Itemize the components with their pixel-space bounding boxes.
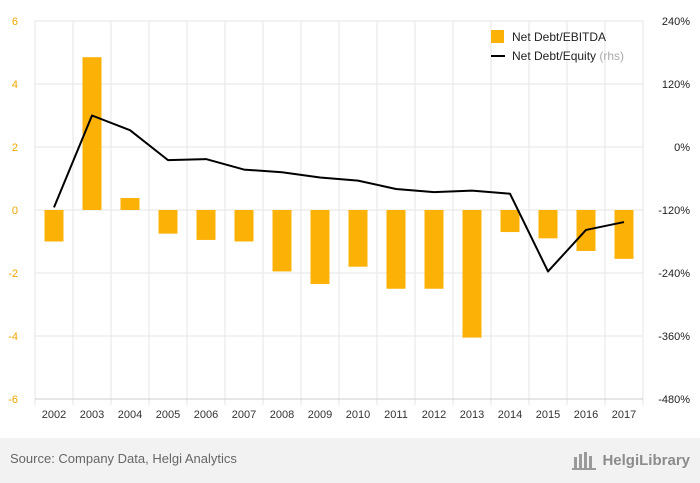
x-tick-label: 2016 [574, 409, 598, 421]
grid-lines [34, 20, 644, 405]
bar [614, 210, 634, 259]
right-tick-label: -360% [658, 331, 690, 343]
right-tick-label: -120% [658, 205, 690, 217]
left-tick-label: 4 [12, 79, 18, 91]
left-tick-label: 0 [12, 205, 18, 217]
chart: 2002 2003 2004 2005 2006 2007 2008 2009 2010 2011… [8, 16, 690, 421]
bar [196, 210, 216, 240]
logo-text: HelgiLibrary [602, 451, 690, 469]
right-axis: -480% -360% -240% -120% 0% 120% 240% [658, 16, 690, 406]
x-tick-label: 2007 [232, 409, 256, 421]
bar [500, 210, 520, 233]
bar [158, 210, 178, 234]
bar [424, 210, 444, 289]
source-note: Source: Company Data, Helgi Analytics [10, 451, 237, 466]
bar [82, 57, 102, 210]
legend-rhs-suffix: (rhs) [599, 49, 624, 63]
bar [386, 210, 406, 289]
x-tick-label: 2014 [498, 409, 522, 421]
x-tick-label: 2013 [460, 409, 484, 421]
legend[interactable]: Net Debt/EBITDA Net Debt/Equity (rhs) [491, 30, 624, 63]
right-tick-label: 240% [662, 16, 690, 28]
legend-swatch-bar [491, 30, 504, 43]
x-tick-label: 2002 [42, 409, 66, 421]
right-tick-label: 120% [662, 79, 690, 91]
right-tick-label: -240% [658, 268, 690, 280]
line-series [53, 114, 625, 273]
bar [348, 210, 368, 267]
x-tick-label: 2017 [612, 409, 636, 421]
x-tick-label: 2010 [346, 409, 370, 421]
left-tick-label: -2 [8, 268, 18, 280]
helgi-library-logo[interactable]: HelgiLibrary [572, 446, 690, 474]
helgi-library-icon [572, 452, 597, 470]
bar [538, 210, 558, 239]
x-tick-label: 2009 [308, 409, 332, 421]
x-axis: 2002 2003 2004 2005 2006 2007 2008 2009 2010 2011… [35, 398, 643, 421]
bar [272, 210, 292, 272]
left-axis: -6 -4 -2 0 2 4 6 [8, 16, 18, 406]
bar [234, 210, 254, 242]
right-tick-label: -480% [658, 394, 690, 406]
x-tick-label: 2012 [422, 409, 446, 421]
left-tick-label: -4 [8, 331, 18, 343]
legend-label-bar: Net Debt/EBITDA [512, 30, 606, 44]
x-tick-label: 2004 [118, 409, 142, 421]
line-path [53, 114, 625, 273]
x-tick-label: 2011 [384, 409, 408, 421]
bar [120, 198, 140, 210]
x-tick-label: 2008 [270, 409, 294, 421]
bar [462, 210, 482, 338]
x-tick-label: 2015 [536, 409, 560, 421]
legend-label-line: Net Debt/Equity (rhs) [512, 49, 624, 63]
left-tick-label: -6 [8, 394, 18, 406]
footer [0, 438, 700, 483]
bar [310, 210, 330, 285]
bar-series [44, 57, 634, 338]
x-tick-label: 2005 [156, 409, 180, 421]
bar [44, 210, 64, 242]
x-tick-label: 2003 [80, 409, 104, 421]
right-tick-label: 0% [674, 142, 690, 154]
left-tick-label: 2 [12, 142, 18, 154]
x-tick-label: 2006 [194, 409, 218, 421]
left-tick-label: 6 [12, 16, 18, 28]
